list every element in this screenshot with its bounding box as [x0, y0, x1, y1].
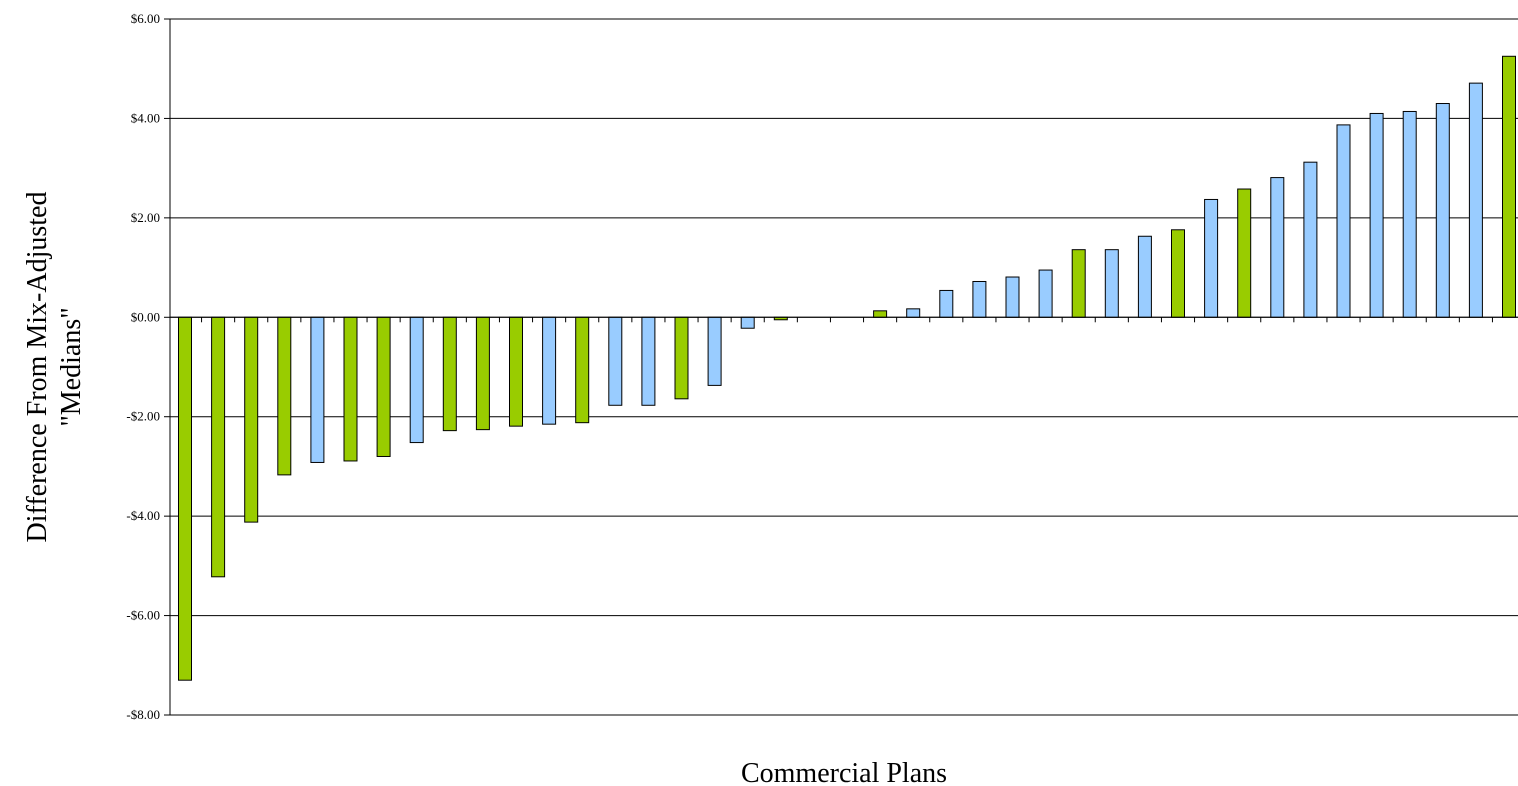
y-tick-label: $0.00 [131, 309, 160, 324]
bar-32 [1204, 198, 1219, 318]
bar-37 [1369, 112, 1384, 318]
bar-15 [641, 316, 656, 406]
bars [178, 55, 1516, 681]
bar-13 [575, 316, 590, 424]
bar-2 [211, 316, 226, 578]
x-axis-title: Commercial Plans [741, 758, 947, 786]
bar-33 [1237, 188, 1252, 318]
bar-30 [1137, 235, 1152, 318]
bar-29 [1104, 249, 1119, 318]
bar-23 [906, 308, 921, 318]
bar-5 [310, 316, 325, 463]
bar-8 [409, 316, 424, 444]
y-tick-label: -$4.00 [126, 508, 160, 523]
bar-24 [939, 289, 954, 318]
bar-18 [740, 316, 755, 329]
gridlines [170, 18, 1518, 716]
y-tick-label: -$2.00 [126, 409, 160, 424]
bar-11 [509, 316, 523, 427]
bar-34 [1270, 177, 1285, 318]
y-tick-label: -$6.00 [126, 608, 160, 623]
bar-40 [1468, 82, 1483, 318]
bar-12 [542, 316, 557, 425]
y-axis-title: Difference From Mix-Adjusted "Medians" [22, 192, 87, 543]
bar-9 [442, 316, 457, 432]
bar-4 [277, 316, 292, 476]
bar-22 [873, 310, 888, 318]
bar-38 [1402, 110, 1417, 318]
bar-6 [343, 316, 358, 462]
bar-36 [1336, 124, 1351, 318]
bar-35 [1303, 161, 1318, 318]
bar-3 [244, 316, 259, 523]
bar-10 [475, 316, 490, 431]
y-axis-title-line: "Medians" [56, 307, 87, 426]
bar-25 [972, 280, 987, 318]
bar-14 [608, 316, 623, 406]
bar-28 [1071, 249, 1086, 318]
bar-1 [178, 316, 192, 681]
bar-31 [1171, 229, 1185, 318]
bar-27 [1038, 269, 1053, 318]
bar-41 [1502, 55, 1516, 318]
y-tick-label: -$8.00 [126, 707, 160, 722]
y-axis-tick-labels: $6.00 $4.00 $2.00 $0.00 -$2.00 -$4.00 -$6.00 -$… [126, 11, 170, 722]
bar-17 [707, 316, 722, 386]
x-axis-tick-marks [201, 317, 1493, 323]
bar-39 [1435, 103, 1450, 318]
bar-16 [674, 316, 689, 400]
y-tick-label: $4.00 [131, 110, 160, 125]
y-tick-label: $6.00 [131, 11, 160, 26]
bar-26 [1005, 276, 1020, 318]
y-axis-title-line: Difference From Mix-Adjusted [22, 192, 53, 543]
y-tick-label: $2.00 [131, 210, 160, 225]
bar-7 [376, 316, 391, 457]
